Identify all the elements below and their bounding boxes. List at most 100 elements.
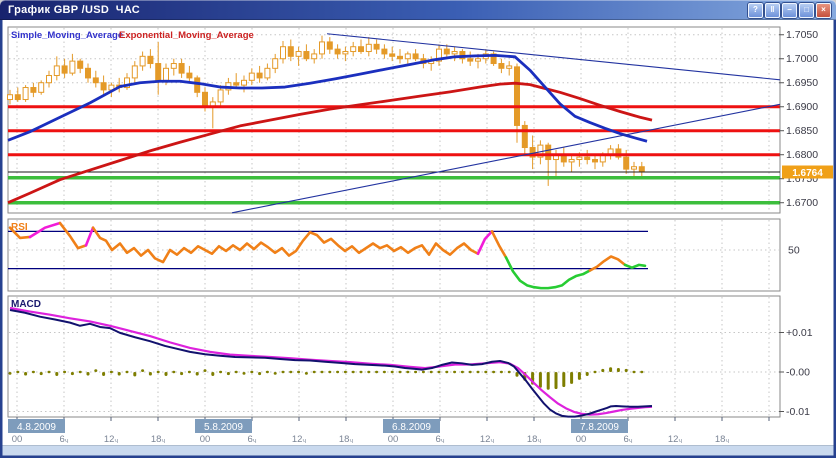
chart-canvas: 1.7050 1.7000 1.6950 1.6900 1.6850 1.6800 1.67… (0, 20, 836, 458)
macd-histogram-bar (562, 372, 566, 388)
macd-histogram-bar (304, 372, 308, 375)
candle-body (311, 53, 318, 60)
candle-body (30, 87, 37, 93)
macd-histogram-bar (414, 370, 418, 374)
macd-tick-label: +0.01 (786, 327, 813, 339)
macd-histogram-bar (297, 370, 301, 374)
rsi-panel[interactable] (7, 218, 781, 292)
macd-histogram-bar (585, 372, 589, 376)
macd-histogram-bar (125, 370, 129, 374)
macd-histogram-bar (47, 370, 51, 374)
macd-histogram-bar (141, 369, 145, 372)
candle-body (404, 53, 411, 60)
macd-histogram-bar (172, 370, 176, 374)
minimize-button[interactable]: − (782, 2, 797, 18)
candle-body (397, 55, 403, 60)
candle-body (139, 55, 146, 67)
macd-histogram-bar (616, 368, 620, 372)
rsi-line-segment (476, 230, 494, 256)
macd-histogram-bar (468, 370, 472, 374)
help-button[interactable]: ? (748, 2, 763, 18)
macd-histogram-bar (180, 372, 184, 376)
candle-body (124, 77, 130, 89)
macd-panel[interactable] (7, 295, 781, 418)
macd-histogram-bar (601, 368, 605, 372)
macd-histogram-bar (86, 372, 90, 376)
macd-histogram-bar (593, 370, 597, 374)
candle-body (38, 82, 45, 93)
candle-body (326, 41, 333, 50)
candle-body (155, 63, 162, 81)
macd-histogram-bar (421, 370, 425, 374)
time-label: 12ч (104, 434, 119, 445)
price-panel-content (7, 33, 781, 214)
time-label: 00 (576, 434, 587, 445)
pause-button[interactable]: ‖ (765, 2, 780, 18)
price-badge-background (782, 165, 833, 179)
macd-histogram-bar (320, 370, 324, 374)
candle-body (358, 46, 364, 53)
macd-histogram-bar (289, 370, 293, 374)
candle-body (498, 63, 505, 69)
candle-body (303, 51, 310, 60)
macd-histogram-bar (499, 370, 503, 374)
macd-label: MACD (11, 299, 41, 310)
macd-histogram-bar (78, 370, 82, 374)
rsi-line-segment (8, 226, 32, 240)
close-button[interactable]: × (816, 2, 831, 18)
candle-body (295, 51, 302, 57)
candle-body (92, 77, 99, 84)
macd-main-line (9, 309, 653, 418)
macd-histogram-bar (39, 372, 43, 376)
macd-histogram-bar (258, 372, 262, 376)
macd-histogram-bar (148, 372, 152, 376)
current-price: 1.6764 (792, 168, 823, 179)
macd-histogram-bar (8, 372, 12, 375)
candle-body (280, 46, 286, 60)
candle-body (100, 82, 107, 91)
date-badge-label: 4.8.2009 (17, 422, 56, 433)
candle-body (545, 144, 552, 161)
macd-histogram-bar (484, 370, 488, 374)
macd-histogram-bar (515, 372, 519, 377)
macd-histogram-bar (24, 372, 28, 376)
rsi-line-segment (28, 221, 62, 239)
candle-body (631, 166, 637, 170)
sma-line (7, 53, 648, 143)
candle-body (365, 43, 372, 53)
candle-body (592, 159, 598, 163)
rsi-line-segment (84, 226, 95, 247)
candle-body (46, 75, 52, 84)
time-label: 18ч (527, 434, 542, 445)
macd-histogram-bar (476, 370, 480, 374)
rsi-line-segment (58, 221, 88, 250)
macd-histogram-bar (226, 372, 230, 376)
macd-histogram-bar (538, 372, 542, 388)
time-label: 18ч (151, 434, 166, 445)
macd-histogram-bar (203, 369, 207, 372)
candle-body (638, 166, 645, 173)
price-tick-label: 1.7050 (786, 29, 818, 41)
candle-body (256, 72, 263, 79)
candle-body (69, 60, 76, 74)
macd-histogram-bar (624, 368, 628, 372)
macd-histogram-bar (546, 372, 550, 390)
macd-histogram-bar (133, 372, 137, 377)
candle-body (412, 53, 419, 60)
candle-body (217, 89, 224, 103)
candle-body (514, 66, 520, 126)
legend-ema: Exponential_Moving_Average (119, 30, 254, 41)
candle-body (147, 55, 154, 65)
rsi-tick-label: 50 (788, 245, 800, 257)
ema-line (7, 81, 653, 205)
macd-histogram-bar (351, 370, 355, 374)
candle-body (186, 72, 193, 79)
macd-histogram-bar (16, 370, 20, 374)
maximize-button[interactable]: □ (799, 2, 814, 18)
title-bar[interactable]: График GBP /USD ЧАС ? ‖ − □ × (0, 0, 836, 20)
candle-body (14, 94, 21, 101)
macd-histogram-bar (609, 367, 613, 372)
candle-body (61, 65, 68, 74)
candle-body (334, 48, 341, 55)
time-label: 12ч (292, 434, 307, 445)
